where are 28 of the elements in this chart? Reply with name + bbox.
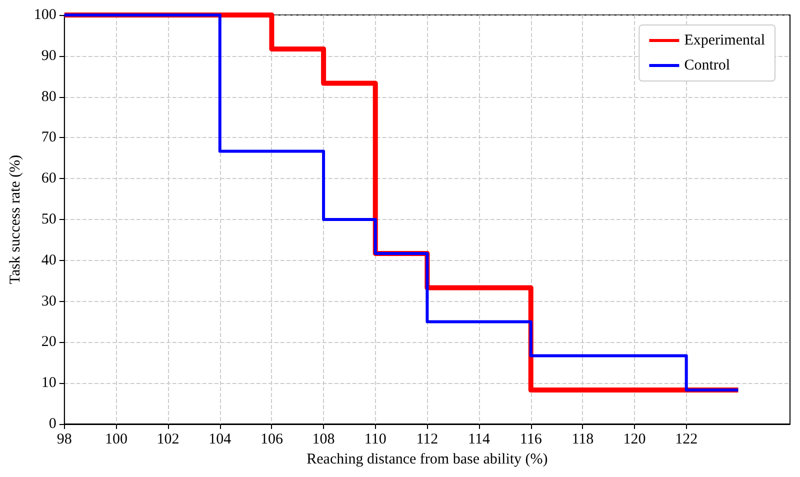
x-tick-label: 122 xyxy=(675,432,698,448)
y-axis-title: Task success rate (%) xyxy=(8,154,24,284)
y-tick-label: 60 xyxy=(41,170,56,187)
y-tick-label: 0 xyxy=(48,416,56,432)
x-tick-label: 102 xyxy=(156,432,180,448)
y-tick-label: 80 xyxy=(41,88,56,105)
y-tick-label: 20 xyxy=(41,334,56,350)
y-tick-label: 50 xyxy=(41,212,56,228)
x-tick-label: 116 xyxy=(520,432,542,448)
y-tick-label: 10 xyxy=(41,375,56,392)
x-tick-label: 114 xyxy=(468,432,490,448)
y-tick-label: 70 xyxy=(41,130,56,146)
x-tick-label: 110 xyxy=(364,432,386,448)
legend-label: Experimental xyxy=(684,32,766,48)
legend-label: Control xyxy=(684,58,730,74)
x-tick-label: 112 xyxy=(416,432,438,448)
x-tick-label: 120 xyxy=(623,432,646,448)
x-tick-label: 100 xyxy=(104,432,128,448)
x-tick-label: 98 xyxy=(56,432,72,448)
y-tick-label: 30 xyxy=(41,293,56,310)
y-tick-label: 100 xyxy=(34,7,56,23)
x-axis-title: Reaching distance from base ability (%) xyxy=(306,452,548,468)
x-tick-label: 108 xyxy=(312,432,335,448)
y-tick-label: 40 xyxy=(41,252,56,268)
y-tick-label: 90 xyxy=(41,48,56,64)
x-tick-label: 104 xyxy=(208,432,232,448)
x-tick-label: 118 xyxy=(572,432,594,448)
x-tick-label: 106 xyxy=(260,432,284,448)
